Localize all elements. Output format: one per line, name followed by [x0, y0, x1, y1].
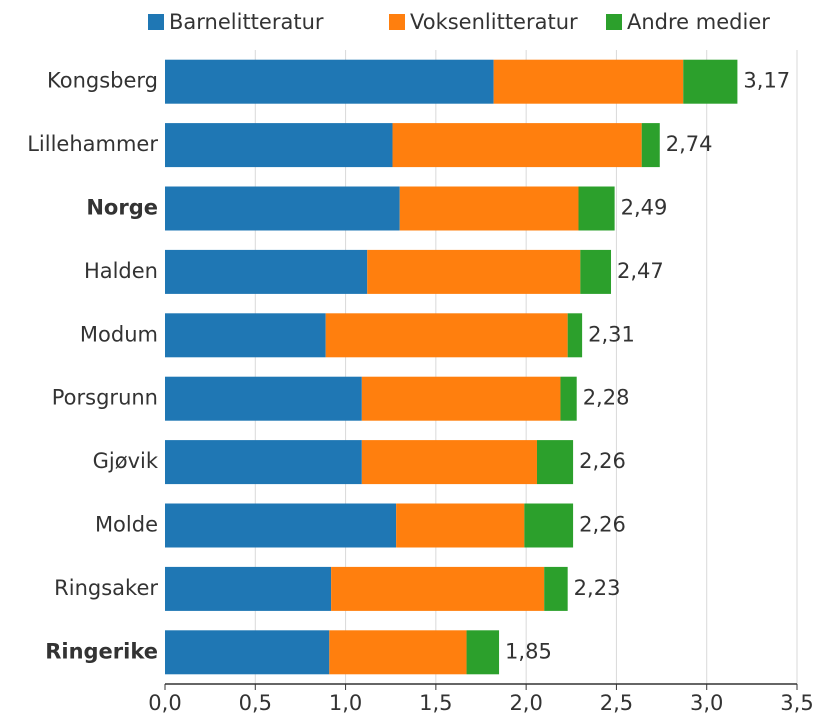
bar-segment [165, 186, 400, 231]
bar-segment [466, 630, 500, 675]
x-tick-label: 3,5 [780, 691, 813, 715]
bar-segment [580, 249, 612, 294]
total-label: 2,47 [617, 259, 664, 283]
bar-segment [396, 503, 525, 548]
bar-segment [524, 503, 574, 548]
legend-swatch [389, 14, 405, 30]
x-tick-label: 2,5 [600, 691, 633, 715]
category-label: Molde [95, 513, 158, 537]
bar-segment [536, 440, 574, 485]
bar-segment [331, 566, 545, 611]
total-label: 2,31 [588, 322, 635, 346]
total-label: 2,28 [583, 386, 630, 410]
legend-label: Barnelitteratur [169, 10, 324, 34]
bar-segment [165, 566, 332, 611]
legend-label: Voksenlitteratur [410, 10, 578, 34]
bar-segment [567, 313, 583, 358]
bar-segment [165, 313, 326, 358]
bar-segment [165, 249, 368, 294]
category-label: Norge [86, 196, 158, 220]
total-label: 2,26 [579, 513, 626, 537]
bar-segment [641, 123, 660, 168]
total-label: 2,26 [579, 449, 626, 473]
bar-segment [325, 313, 568, 358]
category-label: Kongsberg [47, 69, 158, 93]
legend-label: Andre medier [627, 10, 770, 34]
bar-segment [165, 123, 393, 168]
total-label: 2,49 [621, 196, 668, 220]
bar-segment [544, 566, 568, 611]
total-label: 1,85 [505, 639, 552, 663]
x-tick-label: 2,0 [509, 691, 542, 715]
bar-segment [392, 123, 642, 168]
x-tick-label: 0,5 [239, 691, 272, 715]
bar-segment [165, 59, 494, 104]
bar-segment [165, 630, 330, 675]
legend-swatch [606, 14, 622, 30]
total-label: 2,23 [574, 576, 621, 600]
bar-segment [165, 503, 397, 548]
category-label: Modum [80, 322, 158, 346]
category-label: Gjøvik [93, 449, 159, 473]
total-label: 2,74 [666, 132, 713, 156]
bar-segment [399, 186, 579, 231]
bar-segment [578, 186, 615, 231]
bar-segment [329, 630, 467, 675]
bar-segment [493, 59, 684, 104]
bar-segment [165, 376, 362, 421]
bar-segment [560, 376, 577, 421]
category-label: Ringsaker [54, 576, 158, 600]
category-label: Halden [84, 259, 158, 283]
category-label: Porsgrunn [52, 386, 158, 410]
total-label: 3,17 [743, 69, 790, 93]
bar-segment [361, 440, 537, 485]
bar-segment [683, 59, 738, 104]
category-label: Lillehammer [27, 132, 158, 156]
legend-swatch [148, 14, 164, 30]
bar-segment [361, 376, 561, 421]
x-tick-label: 0,0 [148, 691, 181, 715]
x-tick-label: 3,0 [690, 691, 723, 715]
bar-segment [165, 440, 362, 485]
bar-segment [367, 249, 581, 294]
category-label: Ringerike [45, 639, 158, 663]
x-tick-label: 1,5 [419, 691, 452, 715]
x-tick-label: 1,0 [329, 691, 362, 715]
